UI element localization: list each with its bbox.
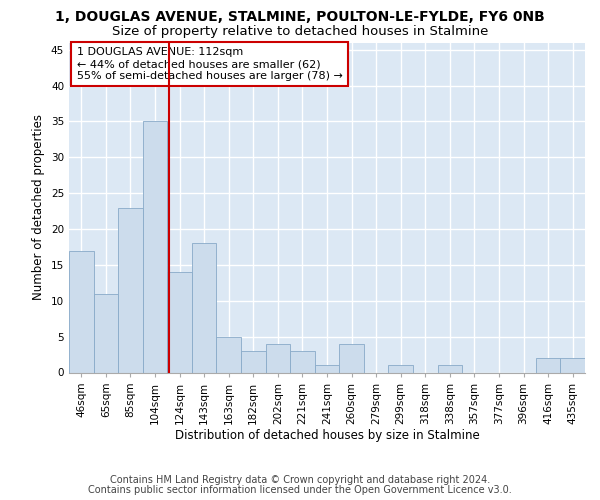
Bar (536, 358, 560, 372)
Bar (118, 208, 143, 372)
Bar (290, 351, 315, 372)
X-axis label: Distribution of detached houses by size in Stalmine: Distribution of detached houses by size … (175, 429, 479, 442)
Bar (167, 272, 192, 372)
Bar (241, 351, 266, 372)
Bar (217, 336, 241, 372)
Bar (192, 244, 217, 372)
Text: Size of property relative to detached houses in Stalmine: Size of property relative to detached ho… (112, 25, 488, 38)
Bar (388, 366, 413, 372)
Bar (266, 344, 290, 372)
Bar (437, 366, 462, 372)
Bar (69, 250, 94, 372)
Text: 1, DOUGLAS AVENUE, STALMINE, POULTON-LE-FYLDE, FY6 0NB: 1, DOUGLAS AVENUE, STALMINE, POULTON-LE-… (55, 10, 545, 24)
Bar (339, 344, 364, 372)
Bar (143, 122, 167, 372)
Bar (560, 358, 585, 372)
Text: Contains HM Land Registry data © Crown copyright and database right 2024.: Contains HM Land Registry data © Crown c… (110, 475, 490, 485)
Text: 1 DOUGLAS AVENUE: 112sqm
← 44% of detached houses are smaller (62)
55% of semi-d: 1 DOUGLAS AVENUE: 112sqm ← 44% of detach… (77, 48, 343, 80)
Text: Contains public sector information licensed under the Open Government Licence v3: Contains public sector information licen… (88, 485, 512, 495)
Y-axis label: Number of detached properties: Number of detached properties (32, 114, 46, 300)
Bar (315, 366, 339, 372)
Bar (94, 294, 118, 372)
